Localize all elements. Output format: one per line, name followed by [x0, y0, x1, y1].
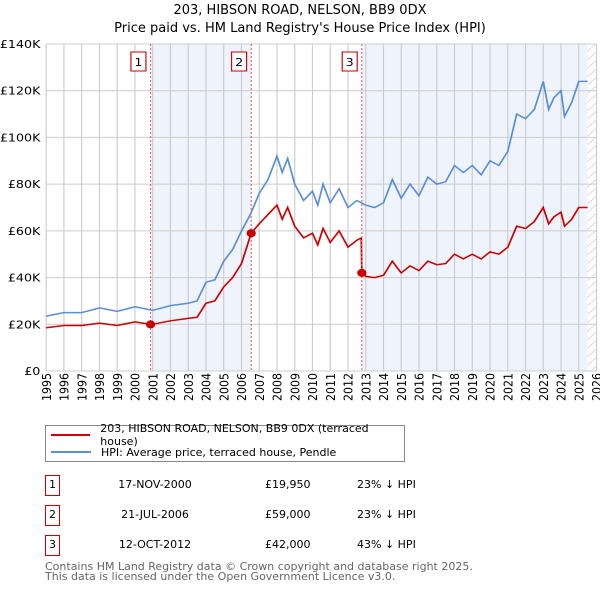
- forecast-hatch: [587, 44, 597, 371]
- y-tick-label: £140K: [0, 38, 42, 51]
- x-tick-label: 1999: [110, 373, 125, 401]
- x-tick-label: 2024: [554, 373, 569, 401]
- x-tick-label: 2016: [412, 373, 427, 401]
- x-tick-label: 2006: [234, 373, 249, 401]
- y-tick-label: £60K: [8, 225, 42, 238]
- series-line: [46, 203, 588, 329]
- sale-label: 3: [346, 56, 354, 69]
- footer-copyright: Contains HM Land Registry data © Crown c…: [45, 560, 473, 573]
- sale-label-box: [231, 51, 248, 72]
- y-tick-label: £100K: [0, 131, 42, 144]
- sale-price: £59,000: [265, 508, 311, 521]
- x-tick-label: 2019: [465, 373, 480, 401]
- x-tick-label: 2004: [199, 373, 214, 401]
- x-tick-label: 2003: [181, 373, 196, 401]
- x-tick-label: 2022: [518, 373, 533, 401]
- price-chart: 1995 1996 1997 1998 1999 2000 2001 2002 2003 2004…: [0, 38, 600, 401]
- x-tick-label: 2011: [323, 373, 338, 401]
- sale-label: 1: [134, 56, 142, 69]
- x-tick-label: 1995: [39, 373, 54, 401]
- x-tick-label: 2010: [305, 373, 320, 401]
- transaction-row: 1 17-NOV-2000 £19,950 23% ↓ HPI: [45, 475, 465, 496]
- sale-hpi-diff: 23% ↓ HPI: [357, 478, 416, 491]
- transaction-row: 2 21-JUL-2006 £59,000 23% ↓ HPI: [45, 505, 465, 526]
- x-tick-label: 2026: [589, 373, 600, 401]
- x-tick-label: 2000: [128, 373, 143, 401]
- y-tick-label: £20K: [8, 318, 42, 331]
- series-line: [45, 80, 588, 317]
- x-tick-label: 2005: [217, 373, 232, 401]
- legend-label: 203, HIBSON ROAD, NELSON, BB9 0DX (terra…: [100, 422, 369, 448]
- sale-point: [357, 268, 367, 277]
- footer-licence: This data is licensed under the Open Gov…: [45, 570, 396, 583]
- x-tick-label: 2015: [394, 373, 409, 401]
- sale-hpi-diff: 43% ↓ HPI: [357, 538, 416, 551]
- sale-price: £19,950: [265, 478, 311, 491]
- sale-label-box: [130, 51, 147, 72]
- x-tick-label: 2025: [572, 373, 587, 401]
- x-tick-label: 1998: [92, 373, 107, 401]
- x-tick-label: 2020: [483, 373, 498, 401]
- y-tick-label: £0: [24, 365, 40, 378]
- sale-price: £42,000: [265, 538, 311, 551]
- transaction-row: 3 12-OCT-2012 £42,000 43% ↓ HPI: [45, 535, 465, 556]
- sale-point: [145, 320, 156, 329]
- sale-number-badge: 3: [45, 535, 60, 556]
- x-tick-label: 2009: [288, 373, 303, 401]
- x-tick-label: 1996: [57, 373, 72, 401]
- sale-number-badge: 2: [45, 505, 60, 526]
- legend: 203, HIBSON ROAD, NELSON, BB9 0DX (terra…: [45, 422, 405, 462]
- legend-item-hpi: HPI: Average price, terraced house, Pend…: [51, 444, 336, 460]
- x-tick-label: 2001: [146, 373, 161, 401]
- sale-point: [246, 229, 256, 238]
- sale-number-badge: 1: [45, 475, 60, 496]
- x-tick-label: 2017: [430, 373, 445, 401]
- x-tick-label: 2023: [536, 373, 551, 401]
- sale-label-box: [341, 51, 358, 72]
- y-tick-label: £80K: [8, 178, 42, 191]
- shaded-period: [150, 44, 252, 371]
- x-tick-label: 2002: [163, 373, 178, 401]
- chart-subtitle: Price paid vs. HM Land Registry's House …: [114, 21, 486, 36]
- x-tick-label: 2018: [447, 373, 462, 401]
- sale-date: 21-JUL-2006: [121, 508, 189, 521]
- y-tick-label: £40K: [8, 271, 42, 284]
- sale-date: 17-NOV-2000: [118, 478, 192, 491]
- x-tick-label: 2013: [359, 373, 374, 401]
- shaded-period: [361, 44, 588, 371]
- legend-swatch-red: [51, 434, 91, 436]
- x-tick-label: 2007: [252, 373, 267, 401]
- sale-date: 12-OCT-2012: [118, 538, 192, 551]
- x-tick-label: 2021: [501, 373, 516, 401]
- sale-hpi-diff: 23% ↓ HPI: [357, 508, 416, 521]
- chart-title: 203, HIBSON ROAD, NELSON, BB9 0DX: [173, 3, 427, 18]
- x-tick-label: 2014: [376, 373, 391, 401]
- x-tick-label: 1997: [75, 373, 90, 401]
- x-tick-label: 2008: [270, 373, 285, 401]
- legend-label: HPI: Average price, terraced house, Pend…: [101, 445, 337, 459]
- legend-item-property: 203, HIBSON ROAD, NELSON, BB9 0DX (terra…: [51, 422, 404, 448]
- legend-swatch-blue: [51, 451, 91, 453]
- y-tick-label: £120K: [0, 85, 42, 98]
- x-tick-label: 2012: [341, 373, 356, 401]
- sale-label: 2: [235, 56, 243, 69]
